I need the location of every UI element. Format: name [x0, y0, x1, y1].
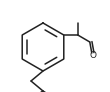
Text: O: O — [90, 51, 97, 60]
